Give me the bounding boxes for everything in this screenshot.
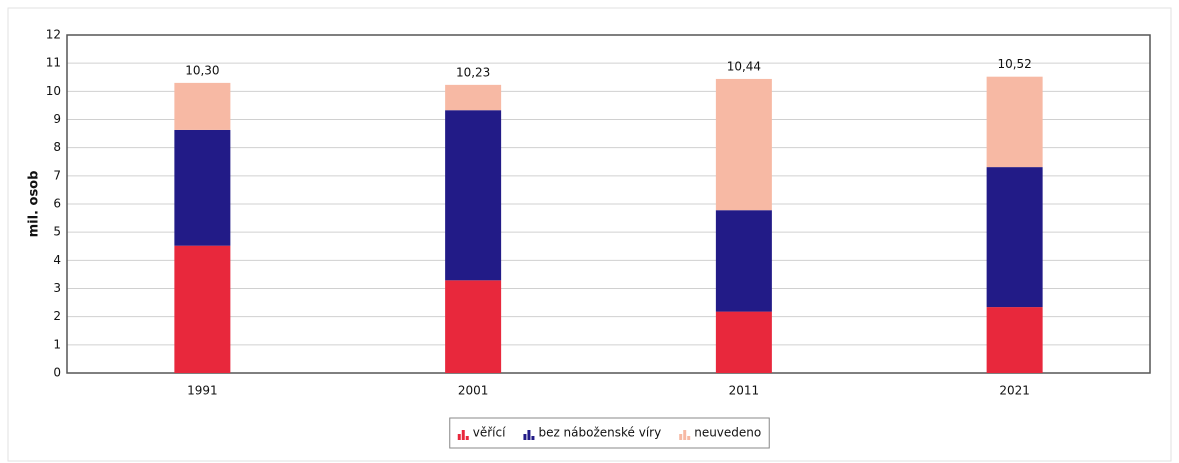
legend-icon (465, 436, 469, 440)
x-tick-label: 2021 (999, 384, 1030, 398)
y-tick-label: 12 (46, 28, 61, 42)
bar-segment (445, 110, 502, 281)
bar-segment (174, 245, 231, 373)
y-tick-label: 1 (53, 337, 61, 351)
total-label: 10,44 (727, 59, 761, 73)
legend-icon (461, 430, 465, 440)
legend-label: neuvedeno (694, 426, 761, 440)
bar-segment (986, 167, 1043, 308)
y-tick-label: 8 (53, 140, 61, 154)
y-tick-label: 5 (53, 225, 61, 239)
legend-item: bez náboženské víry (523, 426, 661, 440)
y-tick-label: 3 (53, 281, 61, 295)
legend-icon (679, 434, 683, 440)
bar-segment (715, 210, 772, 312)
x-tick-label: 2011 (729, 384, 760, 398)
legend-icon (531, 436, 535, 440)
legend-item: neuvedeno (679, 426, 761, 440)
total-label: 10,52 (997, 57, 1031, 71)
x-tick-label: 1991 (187, 384, 218, 398)
bar-segment (174, 129, 231, 246)
legend-icon (683, 430, 687, 440)
y-tick-label: 10 (46, 84, 61, 98)
y-tick-label: 7 (53, 168, 61, 182)
bar-segment (715, 78, 772, 211)
bar-segment (445, 84, 502, 111)
bar-segment (445, 280, 502, 373)
total-label: 10,23 (456, 65, 490, 79)
legend-icon (523, 434, 527, 440)
y-tick-label: 2 (53, 309, 61, 323)
legend-icon (457, 434, 461, 440)
bar-segment (986, 76, 1043, 168)
y-tick-label: 9 (53, 112, 61, 126)
legend-label: bez náboženské víry (538, 426, 661, 440)
plot-border (66, 34, 1151, 374)
legend-icon (687, 436, 691, 440)
y-tick-label: 4 (53, 253, 61, 267)
legend: věřící bez náboženské víry neuvedeno (449, 417, 770, 449)
total-label: 10,30 (185, 63, 219, 77)
y-tick-label: 6 (53, 197, 61, 211)
bar-segment (715, 311, 772, 373)
x-tick-label: 2001 (458, 384, 489, 398)
legend-label: věřící (473, 426, 506, 440)
y-tick-label: 11 (46, 56, 61, 70)
y-tick-label: 0 (53, 366, 61, 380)
bar-segment (174, 82, 231, 130)
legend-box (449, 417, 770, 449)
y-axis-label: mil. osob (27, 171, 42, 238)
bar-segment (986, 307, 1043, 373)
legend-item: věřící (457, 426, 506, 440)
legend-icon (527, 430, 531, 440)
